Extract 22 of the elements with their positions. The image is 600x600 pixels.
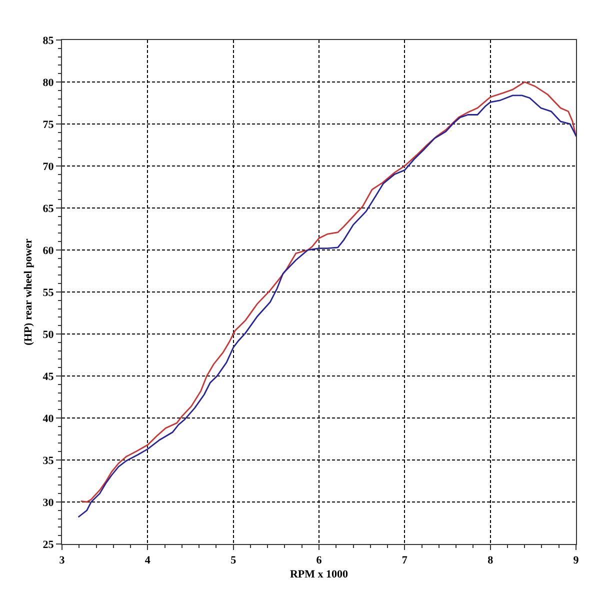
x-tick-label: 9 [573,554,580,566]
y-tick-label: 25 [42,538,54,551]
x-tick-label: 8 [488,554,494,566]
y-tick-label: 85 [42,34,54,47]
y-tick-label: 40 [42,412,54,425]
y-tick-label: 35 [42,454,54,467]
x-tick-label: 7 [402,554,408,566]
x-tick-label: 6 [316,554,322,566]
x-tick-label: 5 [230,554,237,566]
y-tick-label: 30 [42,496,54,509]
x-tick-label: 4 [144,554,151,566]
y-tick-label: 70 [42,160,54,173]
y-tick-label: 55 [42,286,54,299]
y-tick-label: 50 [42,328,54,341]
y-tick-label: 65 [42,202,54,215]
x-axis-title: RPM x 1000 [290,568,349,580]
x-tick-label: 3 [59,554,66,566]
y-axis-title: (HP) rear wheel power [22,238,34,346]
y-tick-label: 60 [42,244,54,257]
y-tick-label: 75 [42,118,54,131]
y-tick-label: 80 [42,76,54,89]
y-tick-label: 45 [42,370,54,383]
